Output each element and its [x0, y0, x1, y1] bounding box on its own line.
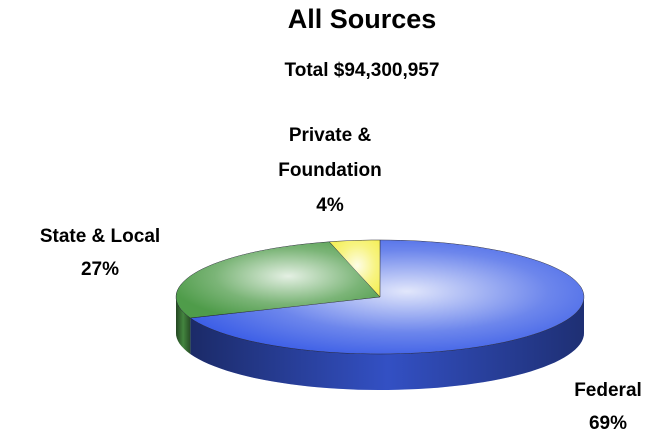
slice-side-shade	[190, 297, 585, 390]
slice-highlight	[176, 241, 380, 318]
slice-name: Federal	[574, 380, 642, 401]
slice-side-shade	[176, 297, 191, 354]
slice-highlight	[190, 240, 584, 354]
chart-title: All Sources	[287, 4, 437, 34]
slice-value: 69%	[588, 413, 628, 434]
slice-highlight	[329, 240, 380, 297]
slice-value: 27%	[80, 259, 120, 280]
slice-label: Federal 69%	[548, 374, 668, 440]
chart-subtitle: Total $94,300,957	[284, 60, 440, 81]
slice-name: Private & Foundation	[278, 125, 382, 181]
slice-value: 4%	[316, 195, 344, 216]
slice-label: Private & Foundation 4%	[245, 118, 415, 223]
slice-name: State & Local	[39, 226, 161, 247]
slice-label: State & Local 27%	[0, 220, 200, 286]
